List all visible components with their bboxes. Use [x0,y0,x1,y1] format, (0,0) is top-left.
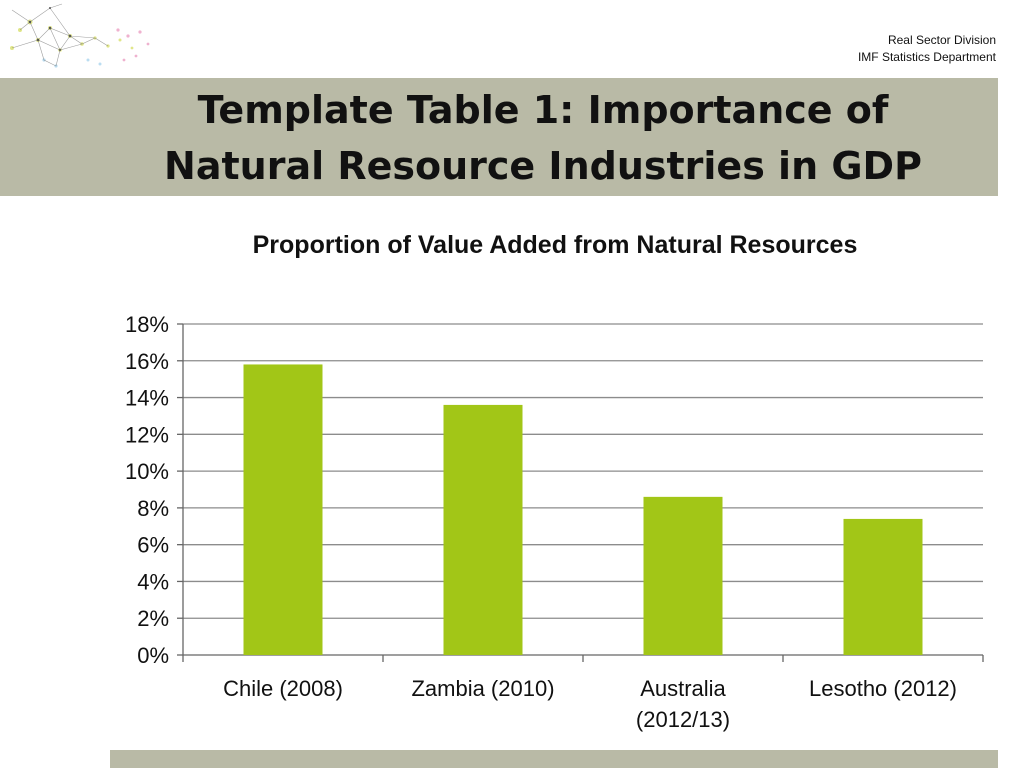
x-category-label: (2012/13) [636,707,730,732]
title-band [0,78,998,196]
y-tick-label: 4% [137,569,169,594]
y-tick-label: 2% [137,606,169,631]
x-category-label: Australia [640,676,726,701]
y-tick-label: 10% [125,459,169,484]
y-tick-label: 14% [125,386,169,411]
department-header: Real Sector Division IMF Statistics Depa… [858,32,996,66]
bar-chart: 0% 2% 4% 6% 8% 10% 12% 14% 16% 18% Chile (2008) Zam… [125,312,984,732]
y-tick-label: 16% [125,349,169,374]
bar [843,518,923,655]
division-label: Real Sector Division [887,33,996,47]
x-category-label: Chile (2008) [223,676,343,701]
slide-title: Template Table 1: Importance of Natural … [110,82,976,194]
slide-title-line-1: Template Table 1: Importance of [197,88,889,132]
x-category-label: Zambia (2010) [411,676,554,701]
y-tick-label: 0% [137,643,169,668]
bar [243,364,323,655]
bar [443,404,523,655]
y-tick-label: 12% [125,422,169,447]
y-tick-label: 18% [125,312,169,337]
x-category-label: Lesotho (2012) [809,676,957,701]
y-tick-label: 6% [137,533,169,558]
bar [643,496,723,655]
network-graph-logo-icon [10,3,150,68]
slide-title-line-2: Natural Resource Industries in GDP [164,144,922,188]
chart-title: Proportion of Value Added from Natural R… [252,231,858,259]
y-tick-label: 8% [137,496,169,521]
footer-band [110,750,998,768]
department-label: IMF Statistics Department [857,50,996,64]
